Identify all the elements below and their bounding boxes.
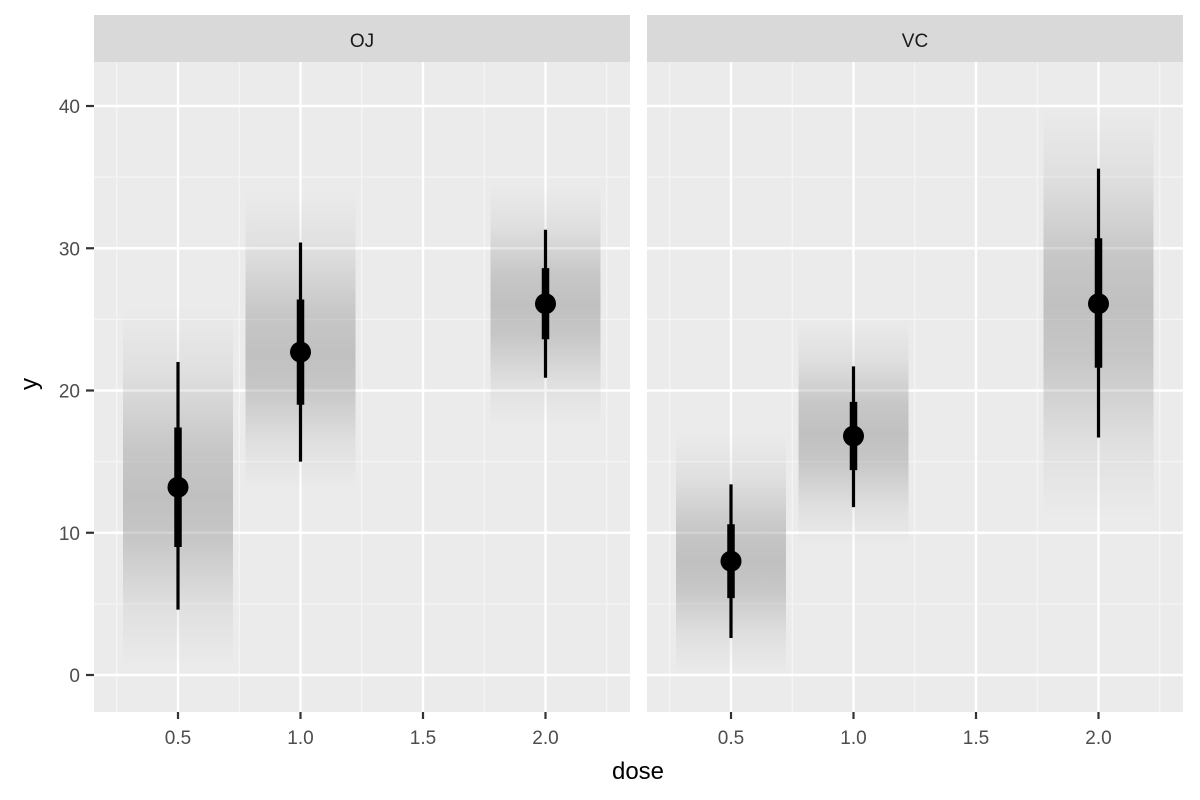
point-interval-oj-dose-0.5 (123, 305, 233, 668)
point-estimate (1088, 293, 1109, 315)
point-estimate (843, 425, 864, 447)
y-tick-label: 10 (59, 524, 80, 545)
point-interval-vc-dose-2 (1043, 106, 1154, 519)
facet-panels: OJ 0.5 1.0 1.5 2.0 VC 0.5 1.0 1.5 2.0 (94, 15, 1183, 749)
facet-strip: OJ (94, 15, 630, 62)
y-axis-title: y (16, 378, 43, 390)
x-tick-label: 0.5 (718, 728, 744, 749)
x-tick-label: 1.0 (287, 728, 313, 749)
y-axis: 0 10 20 30 40 (59, 97, 94, 687)
y-tick-label: 40 (59, 97, 80, 118)
gridlines (647, 62, 1183, 712)
point-estimate (535, 293, 556, 315)
x-axis-title: dose (612, 758, 664, 785)
facet-panel-oj: OJ 0.5 1.0 1.5 2.0 (94, 15, 630, 749)
point-estimate (290, 341, 311, 363)
x-tick-label: 1.5 (963, 728, 989, 749)
point-interval-vc-dose-1 (798, 319, 909, 547)
x-tick-label: 1.0 (840, 728, 866, 749)
x-tick-label: 0.5 (165, 728, 191, 749)
point-interval-oj-dose-2 (490, 184, 601, 427)
point-interval-oj-dose-1 (245, 191, 356, 491)
point-estimate (167, 476, 189, 498)
facet-strip: VC (647, 15, 1183, 62)
point-interval-vc-dose-0.5 (676, 433, 786, 675)
facet-panel-vc: VC 0.5 1.0 1.5 2.0 (647, 15, 1183, 749)
point-estimate (720, 550, 742, 572)
x-tick-label: 2.0 (532, 728, 558, 749)
x-tick-label: 1.5 (410, 728, 436, 749)
x-tick-label: 2.0 (1085, 728, 1111, 749)
x-axis-oj: 0.5 1.0 1.5 2.0 (165, 712, 559, 749)
y-tick-label: 20 (59, 382, 80, 403)
facet-strip-label: OJ (350, 31, 374, 52)
x-axis-vc: 0.5 1.0 1.5 2.0 (718, 712, 1112, 749)
facet-strip-label: VC (902, 31, 928, 52)
gridlines (94, 62, 630, 712)
y-tick-label: 30 (59, 239, 80, 260)
y-tick-label: 0 (69, 666, 80, 687)
